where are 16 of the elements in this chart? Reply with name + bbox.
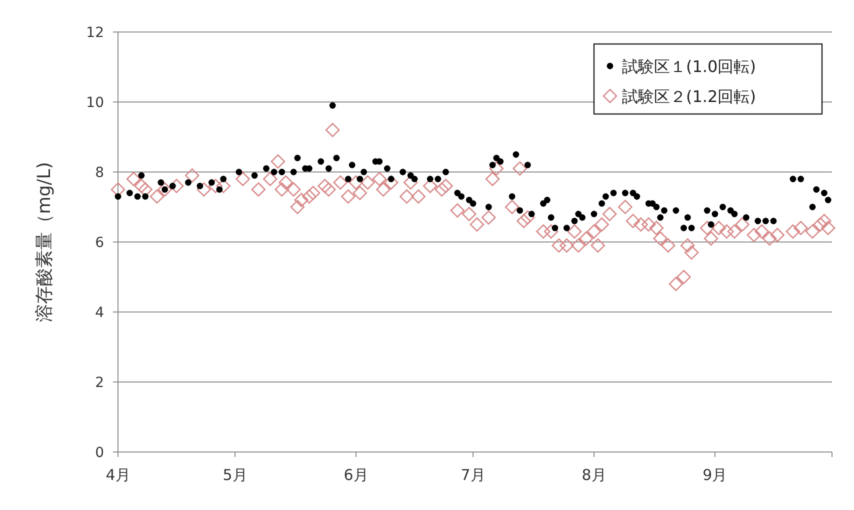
x-tick-label: 5月	[222, 466, 248, 484]
legend-label: 試験区２(1.2回転)	[622, 87, 756, 106]
y-tick-label: 10	[86, 95, 104, 111]
x-tick-label: 4月	[106, 466, 130, 484]
y-tick-label: 0	[95, 445, 104, 461]
x-tick-label: 6月	[344, 466, 368, 484]
y-tick-label: 2	[95, 375, 104, 391]
x-tick-label: 9月	[702, 466, 728, 484]
y-axis-title: 溶存酸素量（mg/L)	[34, 162, 55, 322]
y-tick-label: 12	[86, 25, 104, 41]
y-tick-label: 4	[95, 305, 104, 321]
y-tick-label: 8	[95, 165, 104, 181]
x-tick-label: 7月	[460, 466, 486, 484]
legend-label: 試験区１(1.0回転)	[622, 57, 756, 76]
x-tick-label: 8月	[582, 466, 606, 484]
y-tick-label: 6	[95, 235, 104, 251]
